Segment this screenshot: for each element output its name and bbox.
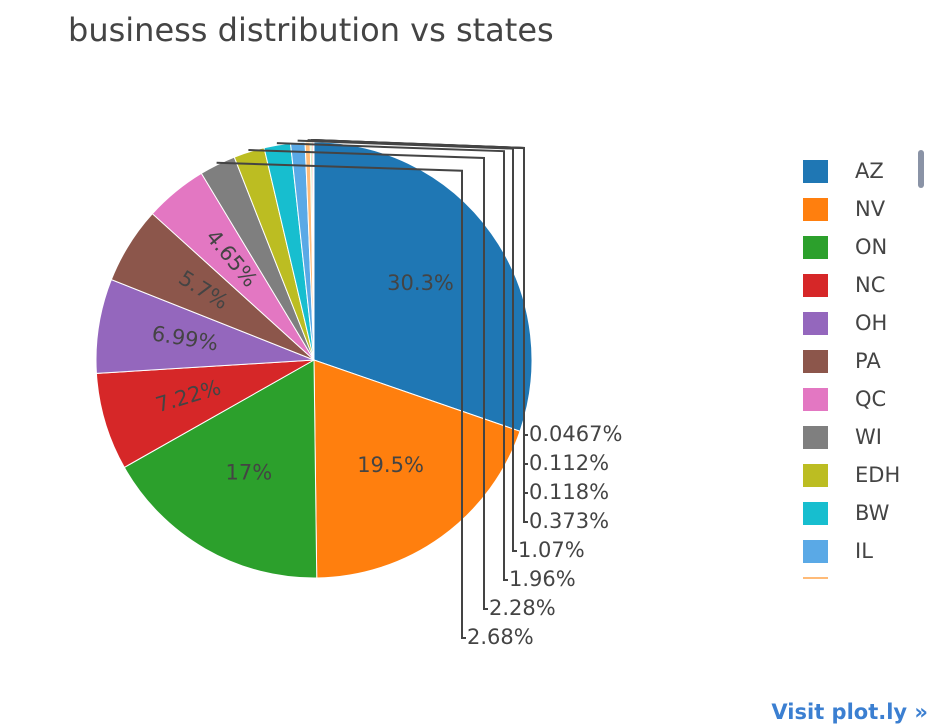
legend-label: QC — [855, 387, 886, 411]
pie-slices — [95, 141, 533, 579]
legend-item-qc[interactable]: QC — [803, 387, 886, 411]
legend-item-edh[interactable]: EDH — [803, 463, 900, 487]
leader-line — [276, 142, 508, 581]
legend-swatch — [803, 160, 828, 183]
legend-label: NV — [855, 197, 886, 221]
legend-label: NC — [855, 273, 885, 297]
legend-item-oh[interactable]: OH — [803, 311, 887, 335]
slice-label: 0.0467% — [529, 422, 622, 446]
leader-line — [248, 149, 488, 610]
slice-label: 30.3% — [387, 271, 454, 295]
legend-label: WI — [855, 425, 882, 449]
legend-swatch — [803, 464, 828, 487]
pie-slice-nv[interactable] — [313, 359, 521, 579]
slice-label: 0.118% — [529, 480, 609, 504]
legend-item-bw[interactable]: BW — [803, 501, 890, 525]
legend-label: AZ — [855, 159, 884, 183]
legend-swatch — [803, 388, 828, 411]
outside-slice-labels: 0.0467% 0.112% 0.118% 0.373% 1.07% 1.96% 2.28%… — [216, 139, 622, 649]
slice-label: 0.112% — [529, 451, 609, 475]
legend-item-az[interactable]: AZ — [803, 159, 884, 183]
slice-label: 1.96% — [509, 567, 576, 591]
legend-scrollbar[interactable] — [918, 150, 924, 188]
slice-label: 0.373% — [529, 509, 609, 533]
legend-swatch — [803, 274, 828, 297]
legend-swatch — [803, 236, 828, 259]
legend-item-pa[interactable]: PA — [803, 349, 881, 373]
legend-item-on[interactable]: ON — [803, 235, 887, 259]
leader-line — [216, 161, 466, 639]
legend-label: IL — [855, 539, 873, 563]
slice-label: 19.5% — [357, 453, 424, 477]
legend-swatch — [803, 426, 828, 449]
legend-label: PA — [855, 349, 881, 373]
legend-swatch — [803, 350, 828, 373]
slice-label: 2.68% — [467, 625, 534, 649]
slice-label: 17% — [225, 460, 272, 484]
pie-slice-nc[interactable] — [95, 359, 315, 469]
legend-swatch — [803, 198, 828, 221]
chart-title: business distribution vs states — [68, 11, 554, 49]
legend-item-wi[interactable]: WI — [803, 425, 882, 449]
slice-label: 2.28% — [489, 596, 556, 620]
legend-swatch — [803, 502, 828, 525]
legend-item-nc[interactable]: NC — [803, 273, 885, 297]
legend-item-nv[interactable]: NV — [803, 197, 886, 221]
slice-label: 1.07% — [518, 538, 585, 562]
legend-swatch — [803, 312, 828, 335]
legend-swatch — [803, 540, 828, 563]
legend-item-il[interactable]: IL — [803, 539, 873, 563]
legend-swatch-clipped — [803, 577, 828, 579]
pie-slice-az[interactable] — [313, 141, 533, 432]
pie-slice-other-14[interactable] — [312, 141, 315, 361]
visit-plotly-link[interactable]: Visit plot.ly » — [771, 700, 928, 724]
leader-line — [297, 139, 517, 552]
legend[interactable]: AZ NV ON NC OH PA QC WI EDH BW IL — [803, 159, 900, 579]
legend-label: EDH — [855, 463, 900, 487]
legend-label: OH — [855, 311, 887, 335]
legend-label: ON — [855, 235, 887, 259]
pie-slice-on[interactable] — [123, 359, 318, 579]
legend-label: BW — [855, 501, 890, 525]
